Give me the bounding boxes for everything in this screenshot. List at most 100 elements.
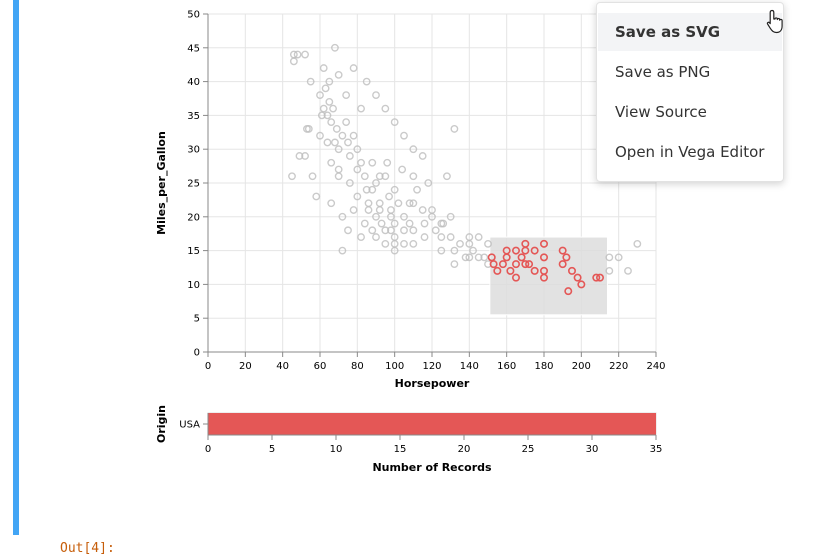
data-point — [398, 165, 407, 174]
data-point — [288, 172, 296, 181]
data-point — [624, 266, 632, 275]
data-point — [353, 165, 362, 174]
data-point-selected — [577, 280, 586, 289]
data-point — [368, 185, 377, 194]
bar-category-label: USA — [179, 420, 200, 431]
y-tick-label: 0 — [194, 348, 200, 359]
data-point — [375, 206, 384, 214]
x-tick-label: 140 — [460, 361, 479, 372]
data-point — [349, 206, 358, 214]
x-axis-title: Horsepower — [395, 377, 470, 390]
data-point — [409, 226, 418, 235]
data-point-selected — [521, 260, 530, 269]
y-axis-title: Miles_per_Gallon — [155, 131, 168, 235]
x-tick-label: 20 — [239, 361, 252, 372]
x-tick-label: 0 — [205, 361, 211, 372]
bar-x-tick-label: 5 — [269, 444, 275, 455]
bar-x-tick-label: 20 — [458, 444, 471, 455]
data-point — [364, 206, 373, 214]
data-point — [353, 145, 362, 154]
x-tick-label: 180 — [534, 361, 553, 372]
x-tick-label: 100 — [385, 361, 404, 372]
data-point-selected — [498, 260, 507, 269]
data-point — [474, 233, 483, 241]
data-point — [450, 125, 459, 133]
data-point — [372, 179, 380, 187]
data-point-selected — [489, 260, 498, 269]
save-as-svg-menu-item[interactable]: Save as SVG — [598, 13, 782, 51]
data-point — [390, 219, 399, 228]
scatter-plot: 0 20 40 60 80 100 120 140 160 180 200 220 240 0 5 10 15 2… — [155, 10, 666, 391]
data-point-selected — [487, 253, 496, 262]
data-point — [400, 226, 408, 235]
data-point — [450, 260, 459, 269]
data-point — [368, 226, 377, 235]
data-point — [301, 152, 309, 160]
data-point — [349, 64, 358, 72]
data-point — [605, 253, 614, 262]
y-tick-label: 45 — [187, 43, 200, 54]
bar-x-tick-label: 30 — [586, 444, 599, 455]
x-tick-label: 200 — [572, 361, 591, 372]
data-point-selected — [539, 253, 548, 262]
data-point — [420, 233, 429, 241]
x-tick-label: 60 — [314, 361, 327, 372]
y-tick-label: 15 — [187, 246, 200, 257]
y-tick-label: 20 — [187, 212, 200, 223]
brush-selection-rect — [489, 236, 608, 316]
data-point — [325, 77, 334, 86]
x-tick-label: 80 — [351, 361, 364, 372]
data-point — [334, 145, 343, 154]
data-point-selected — [521, 246, 530, 255]
output-prompt: Out[4]: — [60, 541, 115, 556]
data-point — [400, 239, 408, 248]
bar-x-tick-label: 10 — [330, 444, 343, 455]
data-point — [418, 152, 427, 160]
data-point-selected — [558, 246, 567, 255]
data-point — [424, 179, 433, 187]
data-point-selected — [539, 273, 548, 282]
view-source-menu-item[interactable]: View Source — [615, 103, 707, 121]
data-point-selected — [562, 253, 571, 262]
data-point — [405, 219, 414, 228]
data-point — [605, 266, 614, 275]
data-point — [357, 158, 365, 167]
save-as-png-menu-item[interactable]: Save as PNG — [615, 63, 711, 81]
data-point — [317, 111, 326, 120]
open-in-vega-editor-menu-item[interactable]: Open in Vega Editor — [615, 143, 765, 161]
data-point — [465, 253, 474, 262]
x-tick-label: 160 — [497, 361, 516, 372]
data-point — [474, 253, 483, 262]
data-point — [334, 70, 343, 79]
data-point — [446, 212, 455, 221]
data-point — [306, 77, 315, 86]
data-point — [413, 185, 421, 194]
data-point — [394, 199, 403, 208]
data-point — [338, 131, 347, 140]
data-point — [456, 239, 464, 248]
data-point — [390, 118, 399, 127]
data-point — [342, 91, 351, 100]
x-tick-label: 120 — [422, 361, 441, 372]
bar-x-tick-label: 15 — [394, 444, 407, 455]
data-point — [383, 158, 392, 167]
y-tick-label: 10 — [187, 280, 200, 291]
data-point-selected — [493, 266, 502, 275]
data-point — [319, 104, 328, 113]
bar-x-tick-label: 25 — [522, 444, 535, 455]
data-point — [353, 192, 362, 201]
data-point — [304, 125, 313, 133]
data-point — [431, 226, 440, 235]
bar-y-axis-title: Origin — [155, 405, 168, 443]
data-point — [409, 239, 418, 248]
data-point — [437, 219, 446, 228]
origin-bar-chart: USA 0 5 10 15 20 25 30 35 Number of Records Origin — [155, 405, 662, 474]
data-point-selected — [517, 253, 526, 262]
data-point — [387, 226, 395, 235]
data-point — [409, 145, 418, 154]
data-point — [484, 239, 492, 248]
y-tick-label: 35 — [187, 111, 200, 122]
data-point — [469, 246, 477, 255]
data-point — [409, 199, 418, 208]
